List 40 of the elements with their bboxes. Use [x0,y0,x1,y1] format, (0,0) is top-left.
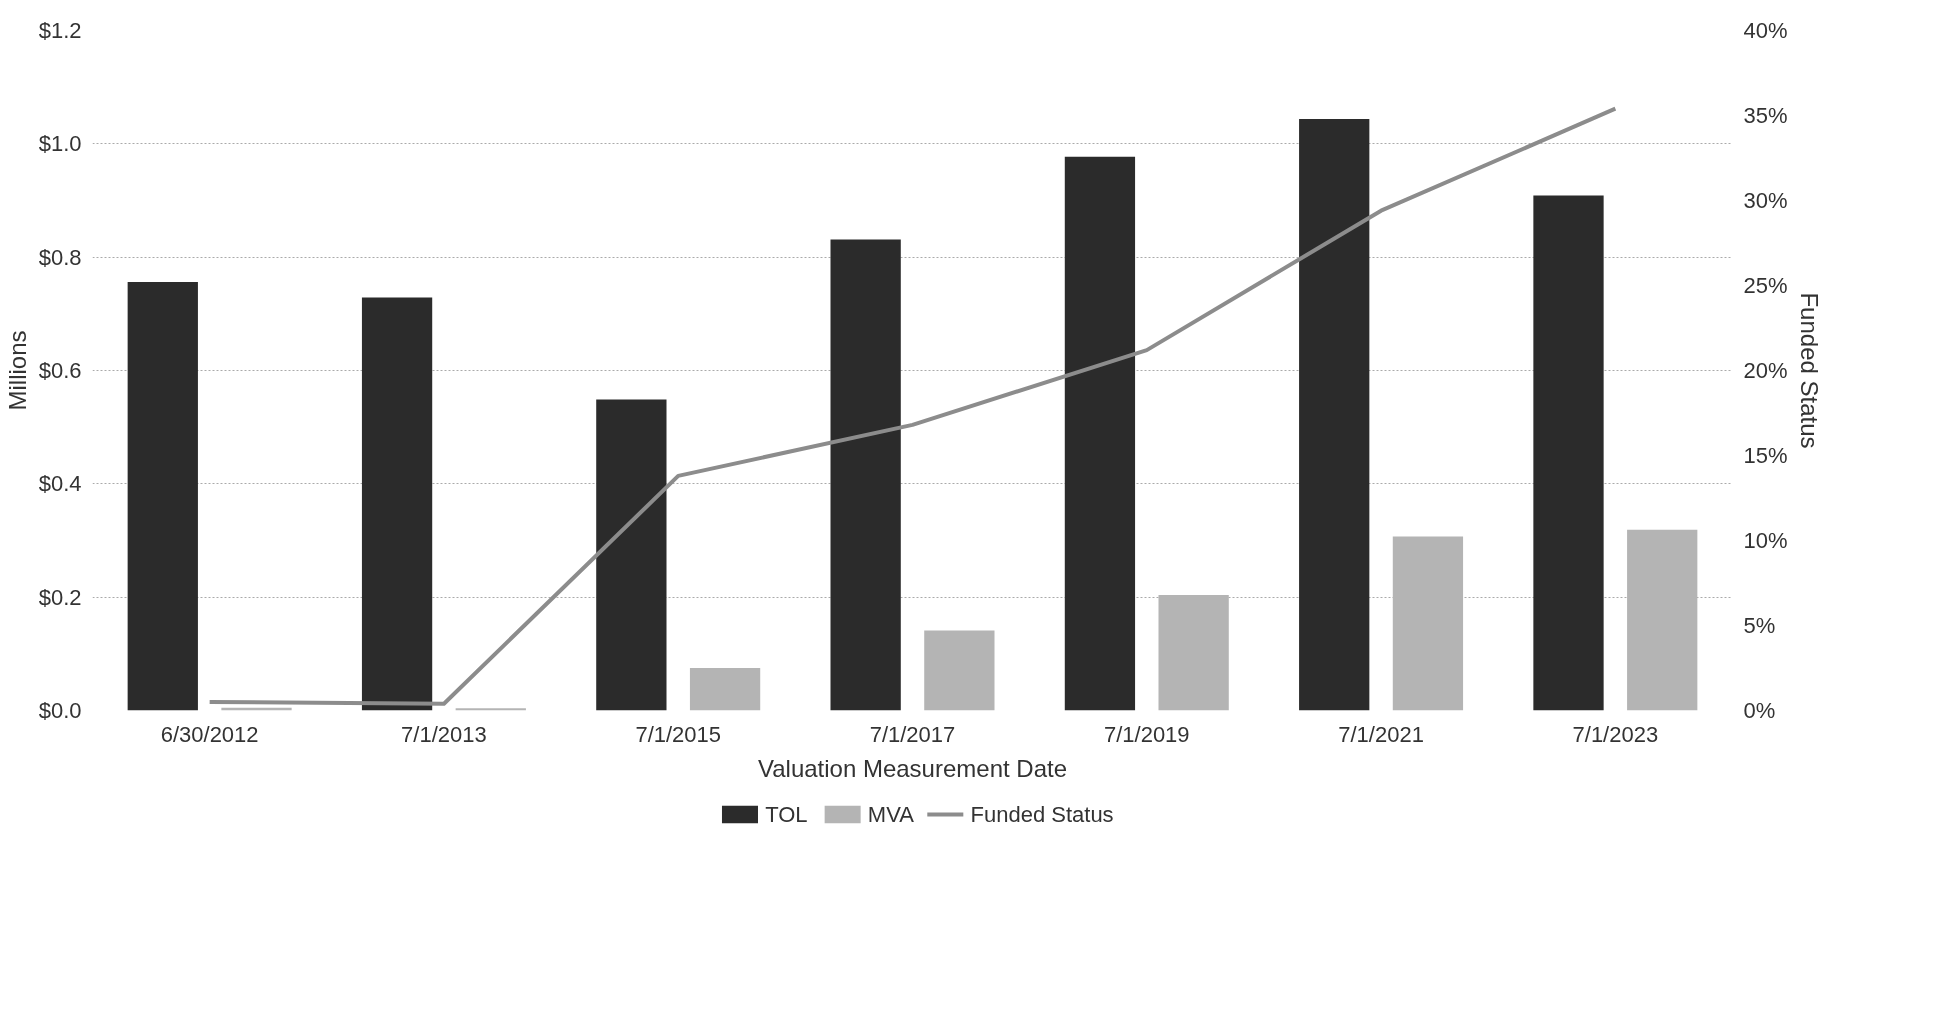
x-tick-label: 7/1/2021 [1338,721,1424,747]
bar [1299,118,1370,711]
bar [596,399,667,711]
legend-label: Funded Status [970,802,1114,827]
x-tick-label: 6/30/2012 [160,721,259,747]
bar [1064,156,1136,711]
bar [689,668,761,711]
x-tick-label: 7/1/2019 [1103,721,1190,747]
y-tick-label: $1.0 [38,131,82,157]
line-series [207,106,1618,706]
y-axis-title: Millions [3,330,31,411]
y2-axis-title: Funded Status [1795,292,1823,449]
x-tick-label: 7/1/2015 [635,721,722,747]
y-tick-label: $0.8 [38,244,82,270]
y-tick-label: $1.2 [38,18,82,43]
y2-tick-label: 40% [1743,18,1788,43]
y2-tick-label: 20% [1743,358,1788,383]
y-tick-label: $0.6 [38,358,82,383]
y-tick-label: $0.0 [38,698,82,723]
y-tick-label: $0.2 [38,584,82,610]
y2-tick-label: 30% [1743,188,1788,213]
y2-tick-label: 35% [1743,103,1788,128]
legend-label: MVA [867,802,915,827]
y2-tick-label: 0% [1743,698,1776,723]
x-tick-label: 7/1/2013 [401,721,487,747]
bar [1533,195,1604,711]
bar [830,239,901,711]
y2-tick-label: 15% [1743,443,1788,468]
y2-tick-label: 5% [1743,613,1776,638]
bar [1392,536,1464,711]
bar [361,297,433,711]
x-axis-title: Valuation Measurement Date [757,754,1068,782]
y-tick-label: $0.4 [38,471,82,497]
y2-tick-label: 10% [1743,528,1788,553]
x-tick-label: 7/1/2017 [869,721,956,747]
bar [924,630,995,711]
x-tick-label: 7/1/2023 [1572,721,1659,747]
legend-label: TOL [765,802,808,827]
bar [127,282,198,711]
y2-tick-label: 25% [1743,273,1788,298]
